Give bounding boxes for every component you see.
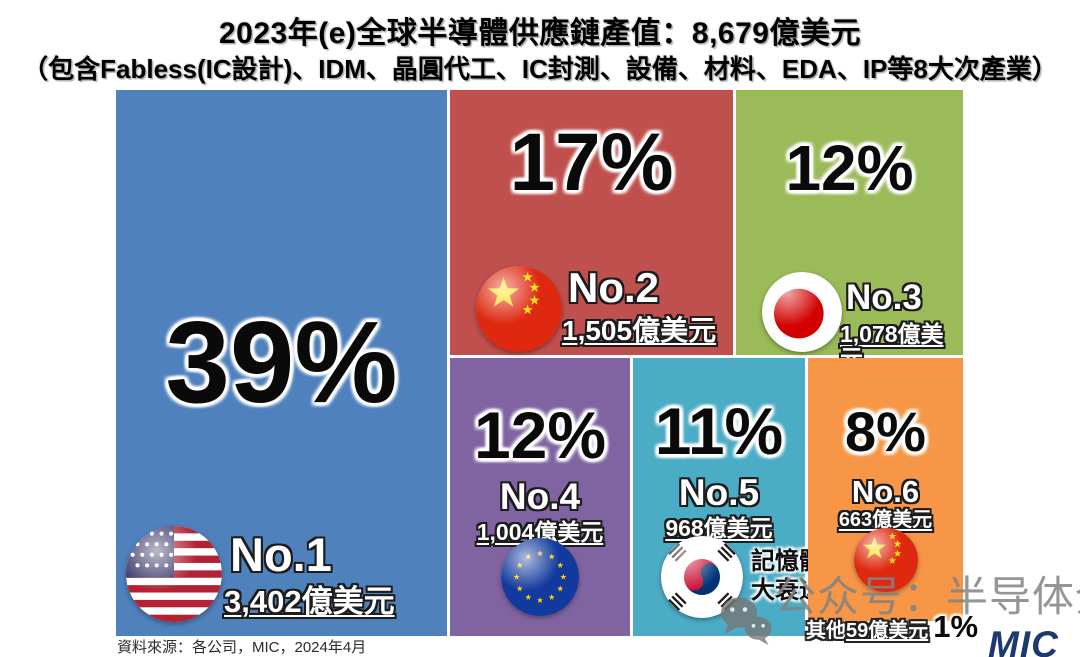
rank-label: No.2 [568, 264, 660, 311]
percent-label: 8% [845, 400, 926, 463]
eu-flag-icon [501, 538, 579, 616]
treemap-tile-no6: 8% No.6 663億美元 [808, 358, 963, 621]
percent-label: 11% [654, 394, 784, 468]
treemap-tile-no3: 12% No.3 1,078億美元 [736, 90, 963, 370]
value-label: 968億美元 [665, 515, 773, 541]
china-flag-icon [854, 528, 918, 592]
rank-label: No.3 [846, 278, 922, 317]
treemap-tile-no4: 12% No.4 1,004億美元 [450, 358, 630, 636]
percent-label: 12% [473, 398, 607, 472]
value-label: 3,402億美元 [224, 584, 395, 619]
others-percent: 1% [933, 609, 979, 644]
rank-label: No.6 [851, 474, 920, 509]
page-subtitle: （包含Fabless(IC設計)、IDM、晶圓代工、IC封測、設備、材料、EDA… [22, 54, 1058, 84]
rank-label: No.5 [678, 472, 760, 513]
south-korea-flag-icon [661, 536, 743, 618]
source-note: 資料來源：各公司，MIC，2024年4月 [117, 639, 367, 656]
mic-logo: MIC [988, 624, 1059, 657]
value-label: 663億美元 [838, 509, 933, 531]
treemap-tile-no2: 17% No.2 1,505億美元 [450, 90, 733, 355]
japan-flag-icon [762, 272, 842, 352]
value-label: 1,505億美元 [562, 315, 717, 346]
percent-label: 12% [785, 132, 914, 204]
percent-label: 17% [509, 117, 674, 208]
treemap-tile-no5: 11% No.5 968億美元 [633, 358, 823, 636]
page-title: 2023年(e)全球半導體供應鏈產值：8,679億美元 [219, 17, 861, 50]
treemap-tile-no1: 39% [116, 90, 447, 636]
others-label: 其他 [806, 620, 846, 642]
rank-label: No.1 [230, 528, 332, 581]
rank-label: No.4 [499, 476, 581, 517]
others-row: 其他59億美元 1% [806, 609, 978, 645]
others-value: 59億美元 [846, 620, 929, 642]
percent-label: 39% [165, 297, 398, 427]
usa-flag-icon [126, 526, 222, 622]
china-flag-icon [476, 266, 562, 352]
